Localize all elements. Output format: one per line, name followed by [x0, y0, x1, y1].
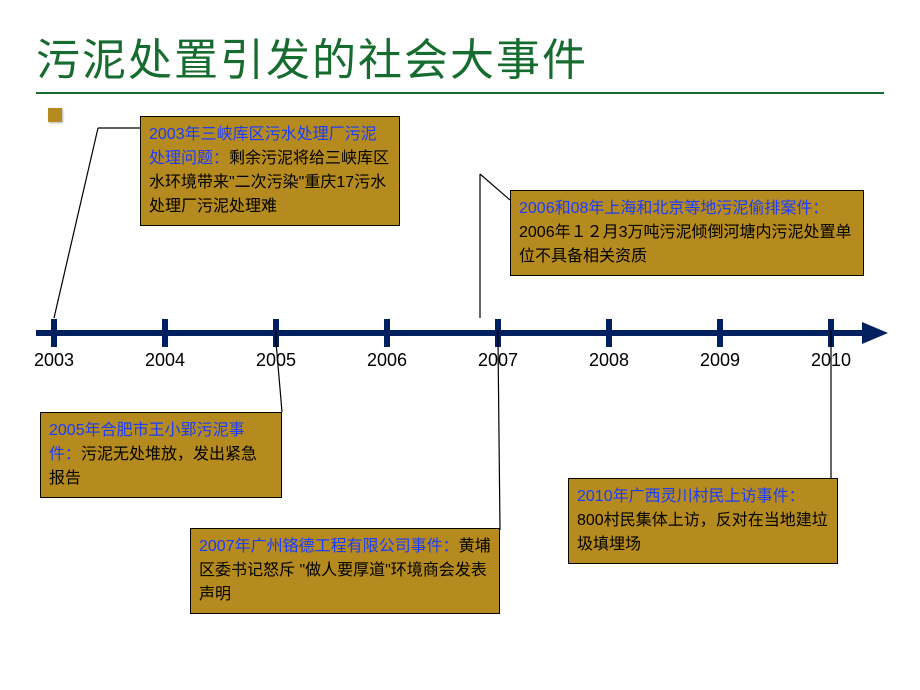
connectors	[0, 0, 920, 690]
